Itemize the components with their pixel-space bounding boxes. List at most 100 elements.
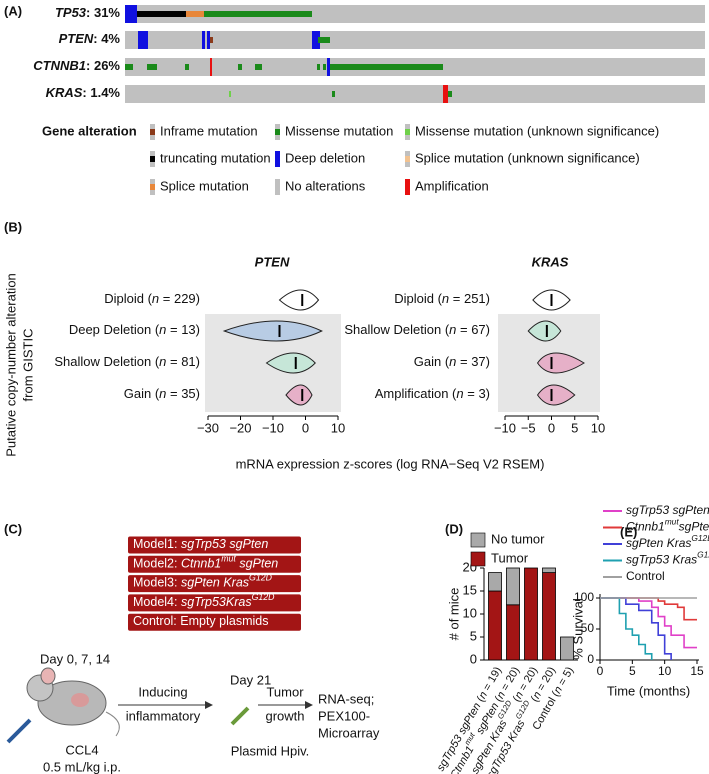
text-part: Control xyxy=(626,569,665,583)
y-label: % Survival xyxy=(570,598,585,660)
text-part: n xyxy=(442,291,449,306)
alteration xyxy=(255,64,262,70)
alteration xyxy=(186,11,204,17)
text-part: n xyxy=(494,690,507,701)
x-tick-label: −30 xyxy=(197,420,219,435)
x-tick-label: 5 xyxy=(629,664,636,678)
workflow-graphics xyxy=(6,667,313,744)
alteration xyxy=(204,11,312,17)
legend-swatch xyxy=(275,129,280,135)
text-part: n xyxy=(456,386,463,401)
alteration xyxy=(317,64,320,70)
text-part: mut xyxy=(665,517,680,527)
text-part: sgTrp53 Kras xyxy=(626,553,697,567)
legend-label: No alterations xyxy=(285,178,366,193)
text-part: sgPten Kras xyxy=(181,576,249,590)
x-tick-label: 0 xyxy=(302,420,309,435)
violin xyxy=(536,384,576,406)
y-label: Putative copy-number alteration xyxy=(3,273,18,457)
text-part: Diploid ( xyxy=(394,291,442,306)
violin xyxy=(527,320,562,342)
text-part: sgTrp53 sgPten xyxy=(181,537,268,551)
text-part: = 67) xyxy=(456,322,490,337)
step-text: inflammatory xyxy=(126,708,201,723)
bar xyxy=(542,572,556,661)
x-tick-label: −10 xyxy=(494,420,516,435)
step-text: Microarray xyxy=(318,725,380,740)
bar xyxy=(488,572,502,592)
bar xyxy=(542,567,556,573)
model-box xyxy=(128,555,301,573)
text-part: : 31% xyxy=(86,5,120,20)
text-part: G12D xyxy=(697,550,709,560)
mouse-tail xyxy=(105,711,120,737)
alteration xyxy=(125,64,133,70)
text-part: Amplification ( xyxy=(375,386,457,401)
legend-label: Missense mutation xyxy=(285,123,393,138)
step-text: RNA-seq; xyxy=(318,691,374,706)
x-tick-label: 10 xyxy=(591,420,605,435)
text-part: n xyxy=(476,690,489,701)
text-part: : 26% xyxy=(86,58,120,73)
y-tick-label: 15 xyxy=(463,582,477,597)
step-text: 0.5 mL/kg i.p. xyxy=(43,759,121,774)
text-part: n xyxy=(159,354,166,369)
chart-title: KRAS xyxy=(532,254,569,269)
model-label: Model4: sgTrp53KrasG12D xyxy=(133,592,275,609)
text-part: = 35) xyxy=(166,386,200,401)
alteration xyxy=(443,85,448,103)
step-text: Day 0, 7, 14 xyxy=(40,651,110,666)
x-tick-label: −5 xyxy=(521,420,536,435)
step-text: Tumor xyxy=(266,684,304,699)
alteration xyxy=(125,5,137,23)
text-part: Model1: xyxy=(133,537,181,551)
text-part: G12D xyxy=(252,592,276,602)
legend-swatch xyxy=(470,551,486,567)
bar xyxy=(524,567,538,661)
x-tick-label: 0 xyxy=(548,420,555,435)
text-part: sgTrp53 sgPten xyxy=(626,503,709,517)
text-part: sgPten Kras xyxy=(626,536,691,550)
text-part: Ctnnb1 xyxy=(626,520,665,534)
panel-label: (B) xyxy=(4,219,22,234)
legend-label: Splice mutation xyxy=(160,178,249,193)
text-part: = 5) xyxy=(555,665,577,690)
y-tick-label: 100 xyxy=(574,590,594,604)
category-label: Diploid (n = 251) xyxy=(394,291,490,306)
text-part: Gain ( xyxy=(414,354,450,369)
text-part: : 4% xyxy=(93,31,120,46)
legend-label: Control xyxy=(626,569,665,583)
x-tick-label: −20 xyxy=(229,420,251,435)
legend-swatch xyxy=(405,129,410,135)
legend-title: Gene alteration xyxy=(42,123,137,138)
text-part: Shallow Deletion ( xyxy=(344,322,449,337)
x-label: mRNA expression z-scores (log RNA−Seq V2… xyxy=(236,456,545,471)
alteration xyxy=(207,31,210,49)
alteration xyxy=(312,31,320,49)
legend-label: No tumor xyxy=(491,531,545,546)
text-part: n xyxy=(152,291,159,306)
alteration xyxy=(138,31,148,49)
text-part: mut xyxy=(221,554,236,564)
y-tick-label: 0 xyxy=(470,651,477,666)
model-label: Model3: sgPten KrasG12D xyxy=(133,573,273,590)
alteration xyxy=(202,31,205,49)
legend-label: sgPten KrasG12D xyxy=(626,533,709,550)
alteration xyxy=(332,91,335,97)
panel-label: (E) xyxy=(620,524,637,539)
text-part: Deep Deletion ( xyxy=(69,322,160,337)
alteration xyxy=(229,91,231,97)
alteration xyxy=(210,37,213,43)
category-label: Gain (n = 35) xyxy=(124,386,200,401)
x-tick-label: 5 xyxy=(571,420,578,435)
text-part: n xyxy=(449,354,456,369)
legend-label: Missense mutation (unknown significance) xyxy=(415,123,659,138)
alteration xyxy=(318,37,330,43)
violin xyxy=(285,384,313,406)
step-text: Day 21 xyxy=(230,672,271,687)
legend-label: Splice mutation (unknown significance) xyxy=(415,150,640,165)
panel-label: (C) xyxy=(4,521,22,536)
y-label: # of mice xyxy=(446,588,461,641)
track xyxy=(125,5,705,23)
